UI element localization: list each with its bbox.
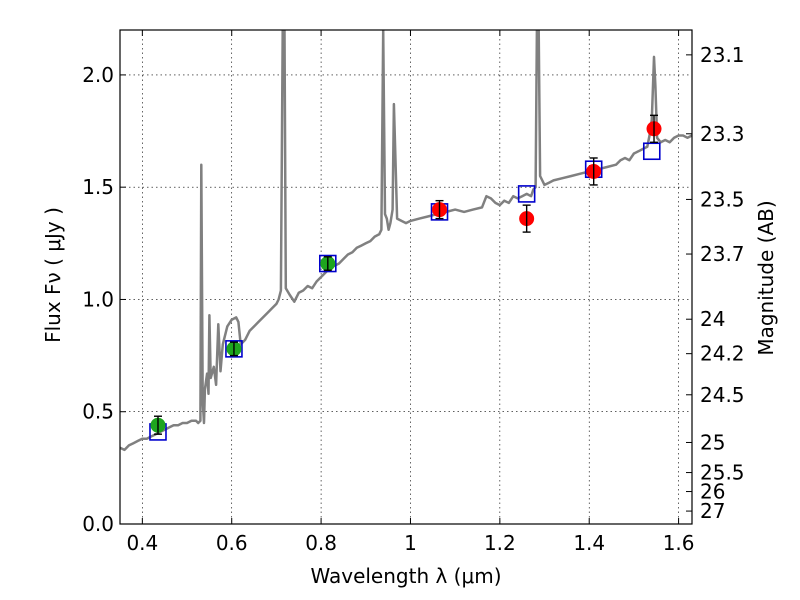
model-box xyxy=(517,185,536,203)
x-tick-label: 0.8 xyxy=(305,531,337,555)
x-axis-label: Wavelength λ (μm) xyxy=(310,564,501,588)
y-tick-label: 1.5 xyxy=(82,175,114,199)
y-tick-label: 0.0 xyxy=(82,512,114,536)
model-spectrum-line xyxy=(120,30,692,452)
y-tick-label: 2.0 xyxy=(82,63,114,87)
model-box xyxy=(225,340,243,358)
data-points xyxy=(149,114,662,441)
y-axis-label: Flux Fν ( μJy ) xyxy=(41,207,65,343)
model-box xyxy=(318,254,337,273)
y2-tick-label: 23.5 xyxy=(700,187,745,211)
y2-tick-label: 24.2 xyxy=(700,342,745,366)
model-spectrum xyxy=(120,30,692,452)
x-tick-label: 0.6 xyxy=(216,531,248,555)
y2-tick-label: 24.5 xyxy=(700,383,745,407)
y2-tick-label: 23.1 xyxy=(700,43,745,67)
grid xyxy=(120,30,692,525)
y2-tick-label: 27 xyxy=(700,499,725,523)
y2-tick-label: 26 xyxy=(700,480,725,504)
y2-tick-label: 25.5 xyxy=(700,461,745,485)
y2-tick-label: 25 xyxy=(700,430,725,454)
y-tick-label: 0.5 xyxy=(82,400,114,424)
model-box xyxy=(642,142,661,161)
y2-axis-label: Magnitude (AB) xyxy=(754,200,778,355)
x-tick-label: 0.4 xyxy=(126,531,158,555)
axis-ticks: 0.4 0.6 0.8 1 1.2 1.4 1.6 0.0 0.5 1.0 1.5 2.0 23.1 23… xyxy=(82,30,745,555)
y2-tick-label: 24 xyxy=(700,307,725,331)
y-tick-label: 1.0 xyxy=(82,287,114,311)
x-tick-label: 1.4 xyxy=(573,531,605,555)
y2-tick-label: 23.7 xyxy=(700,242,745,266)
plot-frame xyxy=(119,29,693,525)
x-tick-label: 1.2 xyxy=(484,531,516,555)
x-tick-label: 1.6 xyxy=(663,531,695,555)
x-tick-label: 1 xyxy=(404,531,417,555)
y2-tick-label: 23.3 xyxy=(700,122,745,146)
